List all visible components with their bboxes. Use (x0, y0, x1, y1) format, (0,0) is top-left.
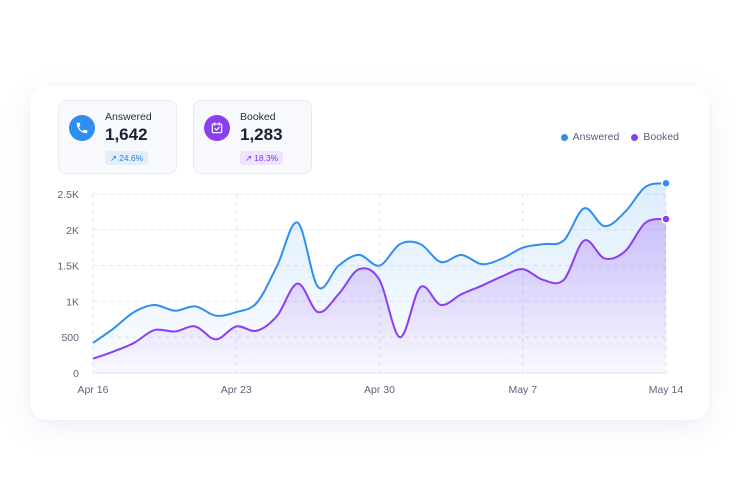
y-tick-label: 0 (73, 368, 79, 380)
booked-value: 1,283 (240, 125, 283, 144)
y-tick-label: 2K (66, 225, 79, 237)
series-line-booked (92, 218, 667, 360)
booked-stat-card: Booked 1,283 ↗ 18.3% (193, 100, 312, 174)
answered-change-badge: ↗ 24.6% (105, 151, 149, 165)
y-tick-label: 1K (66, 296, 79, 308)
x-tick-label: Apr 23 (221, 384, 252, 396)
legend-item-booked[interactable]: Booked (631, 131, 679, 143)
answered-label: Answered (105, 111, 152, 123)
answered-value: 1,642 (105, 125, 148, 144)
x-tick-label: May 14 (649, 384, 684, 396)
y-tick-label: 500 (61, 332, 79, 344)
chart-legend: Answered Booked (560, 131, 679, 143)
legend-dot-answered (560, 133, 568, 141)
booked-change-value: 18.3% (254, 153, 279, 163)
y-tick-label: 1.5K (57, 261, 79, 273)
x-tick-label: Apr 30 (364, 384, 395, 396)
arrow-up-right-icon: ↗ (110, 153, 118, 163)
answered-stat-card: Answered 1,642 ↗ 24.6% (58, 100, 177, 174)
endpoint-answered (661, 178, 671, 189)
legend-dot-booked (631, 133, 639, 141)
phone-icon (69, 115, 95, 141)
answered-change-value: 24.6% (119, 153, 144, 163)
calendar-check-icon (204, 115, 230, 141)
booked-change-badge: ↗ 18.3% (240, 151, 284, 165)
x-tick-label: May 7 (508, 384, 537, 396)
y-tick-label: 2.5K (57, 189, 79, 201)
booked-label: Booked (240, 111, 276, 123)
endpoint-booked (661, 214, 671, 224)
legend-item-answered[interactable]: Answered (560, 131, 620, 143)
legend-label-booked: Booked (643, 131, 679, 143)
area-fill-booked (93, 219, 666, 373)
x-tick-label: Apr 16 (78, 384, 109, 396)
legend-label-answered: Answered (572, 131, 620, 143)
arrow-up-right-icon: ↗ (245, 153, 253, 163)
series-line-answered (92, 182, 667, 344)
